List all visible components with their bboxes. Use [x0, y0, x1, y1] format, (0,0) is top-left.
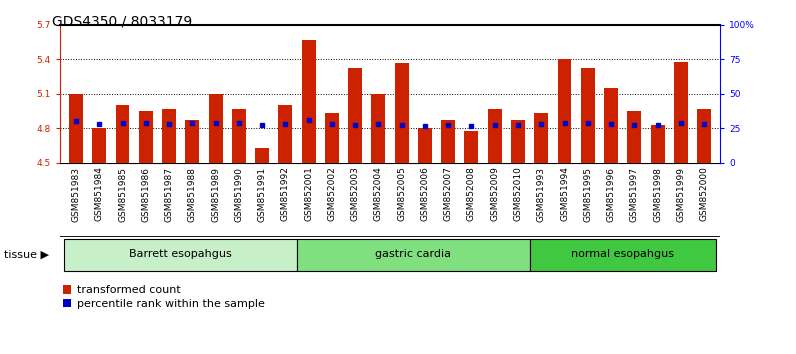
Text: GSM852002: GSM852002: [327, 166, 337, 221]
Bar: [348, 68, 362, 163]
Text: GSM851997: GSM851997: [630, 166, 639, 222]
Bar: [115, 105, 130, 163]
Text: GSM852005: GSM852005: [397, 166, 406, 222]
Bar: [581, 68, 595, 163]
Text: GSM852008: GSM852008: [467, 166, 476, 222]
Text: GSM851990: GSM851990: [234, 166, 244, 222]
Text: GSM851995: GSM851995: [583, 166, 592, 222]
Text: gastric cardia: gastric cardia: [375, 249, 451, 259]
Text: GSM851988: GSM851988: [188, 166, 197, 222]
Bar: [604, 88, 618, 163]
Text: GSM852001: GSM852001: [304, 166, 313, 222]
Text: GSM852007: GSM852007: [443, 166, 453, 222]
Bar: [488, 109, 501, 163]
Text: Barrett esopahgus: Barrett esopahgus: [129, 249, 232, 259]
Bar: [674, 62, 688, 163]
Text: GSM851986: GSM851986: [141, 166, 150, 222]
Bar: [372, 94, 385, 163]
Bar: [441, 120, 455, 163]
Bar: [185, 120, 199, 163]
Bar: [650, 125, 665, 163]
FancyBboxPatch shape: [529, 239, 716, 271]
Text: GSM852006: GSM852006: [420, 166, 429, 222]
Text: GSM852003: GSM852003: [351, 166, 360, 222]
Bar: [209, 94, 223, 163]
FancyBboxPatch shape: [297, 239, 529, 271]
Text: GSM851994: GSM851994: [560, 166, 569, 222]
Legend: transformed count, percentile rank within the sample: transformed count, percentile rank withi…: [63, 285, 265, 309]
Text: GSM851992: GSM851992: [281, 166, 290, 222]
Bar: [557, 59, 572, 163]
FancyBboxPatch shape: [64, 239, 297, 271]
Bar: [232, 109, 246, 163]
Text: GSM851998: GSM851998: [653, 166, 662, 222]
Text: GSM851983: GSM851983: [72, 166, 80, 222]
Bar: [302, 40, 315, 163]
Bar: [465, 131, 478, 163]
Bar: [279, 105, 292, 163]
Bar: [511, 120, 525, 163]
Bar: [139, 111, 153, 163]
Text: GSM852000: GSM852000: [700, 166, 708, 222]
Bar: [325, 113, 339, 163]
Text: GSM851984: GSM851984: [95, 166, 103, 222]
Text: GDS4350 / 8033179: GDS4350 / 8033179: [52, 14, 192, 28]
Bar: [627, 111, 642, 163]
Text: GSM852010: GSM852010: [513, 166, 522, 222]
Text: tissue ▶: tissue ▶: [4, 249, 49, 259]
Bar: [395, 63, 408, 163]
Bar: [69, 94, 83, 163]
Text: GSM851987: GSM851987: [165, 166, 174, 222]
Text: GSM852004: GSM852004: [374, 166, 383, 221]
Bar: [534, 113, 548, 163]
Text: GSM851989: GSM851989: [211, 166, 220, 222]
Bar: [92, 128, 106, 163]
Text: GSM851999: GSM851999: [677, 166, 685, 222]
Text: GSM851996: GSM851996: [607, 166, 615, 222]
Bar: [162, 109, 176, 163]
Text: GSM851993: GSM851993: [537, 166, 546, 222]
Bar: [697, 109, 711, 163]
Text: GSM852009: GSM852009: [490, 166, 499, 222]
Text: GSM851985: GSM851985: [118, 166, 127, 222]
Text: GSM851991: GSM851991: [258, 166, 267, 222]
Bar: [418, 128, 432, 163]
Text: normal esopahgus: normal esopahgus: [572, 249, 674, 259]
Bar: [255, 148, 269, 163]
